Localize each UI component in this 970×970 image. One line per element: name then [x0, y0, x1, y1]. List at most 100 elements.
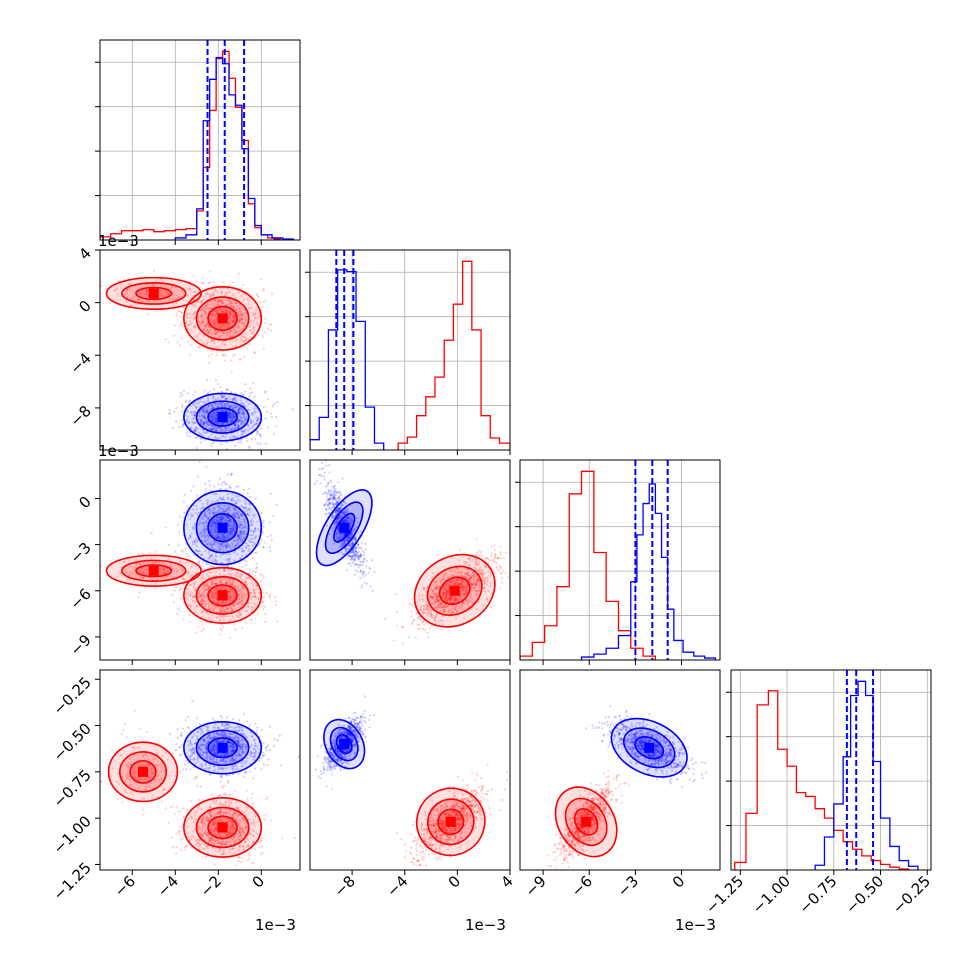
- scatter-point: [235, 308, 238, 312]
- scatter-point: [218, 426, 221, 429]
- scatter-point: [362, 557, 365, 560]
- scatter-point: [237, 410, 240, 413]
- scatter-point: [216, 291, 219, 295]
- scatter-point: [204, 304, 207, 307]
- scatter-point: [227, 590, 230, 593]
- scatter-point: [240, 540, 243, 543]
- scatter-point: [230, 530, 233, 533]
- scatter-point: [271, 515, 275, 518]
- scatter-point: [241, 393, 245, 396]
- scatter-point: [229, 415, 232, 418]
- scatter-point: [237, 426, 240, 429]
- scatter-point: [207, 331, 210, 334]
- scatter-point: [229, 313, 232, 317]
- scatter-point: [205, 465, 208, 468]
- scatter-point: [219, 403, 222, 406]
- scatter-point: [204, 600, 207, 603]
- scatter-point: [218, 488, 221, 491]
- scatter-point: [238, 315, 242, 318]
- scatter-point: [210, 559, 214, 562]
- scatter-point: [205, 611, 208, 614]
- scatter-point: [228, 527, 232, 530]
- scatter-point: [252, 588, 255, 591]
- scatter-point: [207, 281, 211, 285]
- scatter-point: [241, 393, 245, 396]
- scatter-point: [176, 607, 180, 610]
- scatter-point: [241, 585, 244, 588]
- scatter-point: [240, 596, 244, 599]
- scatter-point: [176, 570, 179, 573]
- scatter-point: [240, 318, 244, 321]
- plot-area: [310, 250, 510, 450]
- scatter-point: [363, 551, 366, 554]
- y-tick-label-2: −6: [66, 585, 94, 613]
- scatter-point: [212, 593, 215, 596]
- scatter-point: [242, 298, 245, 302]
- scatter-point: [239, 310, 242, 313]
- scatter-point: [199, 531, 202, 534]
- scatter-point: [228, 558, 231, 561]
- scatter-point: [233, 444, 237, 447]
- scatter-point: [221, 301, 224, 304]
- scatter-point: [209, 307, 212, 310]
- scatter-point: [225, 332, 228, 335]
- scatter-point: [216, 610, 219, 614]
- scatter-point: [241, 317, 244, 320]
- scatter-point: [228, 532, 232, 535]
- scatter-point: [144, 283, 147, 286]
- scatter-point: [179, 561, 182, 564]
- scatter-point: [193, 522, 197, 525]
- scatter-point: [227, 589, 231, 592]
- scatter-point: [225, 292, 228, 295]
- scatter-point: [164, 572, 167, 575]
- scatter-point: [242, 488, 245, 491]
- scatter-point: [214, 436, 217, 439]
- scatter-point: [351, 561, 354, 564]
- scatter-point: [227, 404, 230, 407]
- histogram-series-1: [174, 56, 295, 240]
- scatter-point: [215, 310, 218, 313]
- scatter-point: [328, 463, 331, 467]
- axes-frame: [519, 459, 721, 661]
- scatter-point: [223, 538, 226, 541]
- scatter-point: [216, 405, 219, 409]
- scatter-point: [241, 579, 244, 582]
- scatter-point: [237, 319, 240, 322]
- scatter-point: [209, 423, 212, 427]
- scatter-point: [220, 343, 223, 346]
- scatter-point: [195, 572, 198, 575]
- scatter-point: [231, 414, 234, 418]
- scatter-point: [202, 308, 205, 312]
- scatter-point: [237, 595, 240, 598]
- scatter-point: [201, 409, 204, 412]
- scatter-point: [229, 318, 233, 321]
- scatter-point: [189, 512, 193, 515]
- scatter-point: [181, 337, 184, 340]
- scatter-point: [228, 299, 231, 302]
- scatter-point: [211, 288, 214, 291]
- scatter-point: [265, 411, 269, 414]
- scatter-point: [210, 352, 213, 356]
- scatter-point: [249, 592, 252, 595]
- scatter-point: [237, 512, 240, 515]
- scatter-point: [364, 573, 367, 576]
- scatter-point: [145, 290, 148, 293]
- scatter-point: [216, 516, 219, 519]
- scatter-point: [207, 517, 210, 521]
- scatter-point: [223, 410, 227, 413]
- scatter-point: [202, 627, 205, 630]
- scatter-point: [245, 418, 248, 421]
- scatter-point: [204, 305, 207, 308]
- scatter-point: [193, 524, 197, 527]
- scatter-point: [223, 294, 227, 297]
- scatter-point: [273, 596, 277, 599]
- scatter-point: [242, 587, 246, 590]
- scatter-point: [241, 419, 244, 422]
- scatter-point: [194, 426, 197, 429]
- scatter-point: [250, 522, 254, 525]
- scatter-point: [327, 492, 330, 495]
- scatter-point: [195, 446, 199, 450]
- x-tick-label-0: −1.25: [702, 872, 747, 917]
- scatter-point: [219, 609, 222, 612]
- scatter-point: [205, 588, 208, 591]
